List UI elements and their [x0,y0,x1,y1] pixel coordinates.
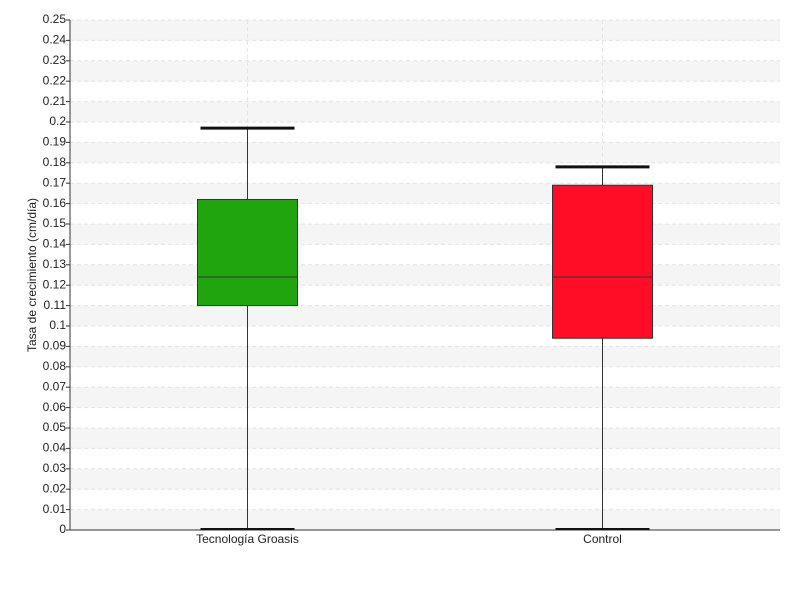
y-tick-label: 0.16 [43,196,67,210]
y-tick-label: 0.1 [49,318,66,332]
y-tick-label: 0.07 [43,379,67,393]
grid-band [70,387,780,408]
grid-band [70,101,780,122]
y-tick-label: 0.06 [43,400,67,414]
y-tick-label: 0.04 [43,441,67,455]
y-tick-label: 0.05 [43,420,67,434]
box [552,184,653,339]
grid-band [70,468,780,490]
y-tick-label: 0.15 [43,216,67,230]
grid-band [70,264,780,286]
y-tick-label: 0.14 [43,237,67,251]
y-tick-label: 0.08 [43,359,67,373]
grid-band [70,509,780,530]
grid-band [70,183,780,204]
box [197,199,298,307]
x-tick-label: Tecnología Groasis [196,532,299,546]
grid-band [70,142,780,163]
y-tick-label: 0.25 [43,12,67,26]
y-tick-label: 0.13 [43,257,67,271]
y-tick-label: 0.01 [43,502,67,516]
grid-band [70,346,780,367]
y-tick-label: 0.09 [43,339,67,353]
y-tick-label: 0.17 [43,175,67,189]
y-tick-label: 0.12 [43,277,67,291]
grid-band [70,20,780,41]
y-tick-label: 0.19 [43,135,67,149]
y-tick-label: 0.24 [43,33,67,47]
y-tick-label: 0.03 [43,461,67,475]
y-tick-label: 0.18 [43,155,67,169]
y-tick-label: 0.11 [44,298,67,312]
y-tick-label: 0.22 [43,73,67,87]
grid-band [70,224,780,245]
y-tick-label: 0.02 [43,481,67,495]
x-tick-label: Control [583,532,622,546]
y-tick-label: 0.23 [43,53,67,67]
y-axis-label: Tasa de crecimiento (cm/día) [25,198,39,352]
y-tick-label: 0.21 [43,94,67,108]
y-tick-label: 0.2 [49,114,66,128]
grid-band [70,428,780,449]
y-tick-label: 0 [59,522,66,536]
grid-band [70,305,780,326]
grid-band [70,60,780,82]
